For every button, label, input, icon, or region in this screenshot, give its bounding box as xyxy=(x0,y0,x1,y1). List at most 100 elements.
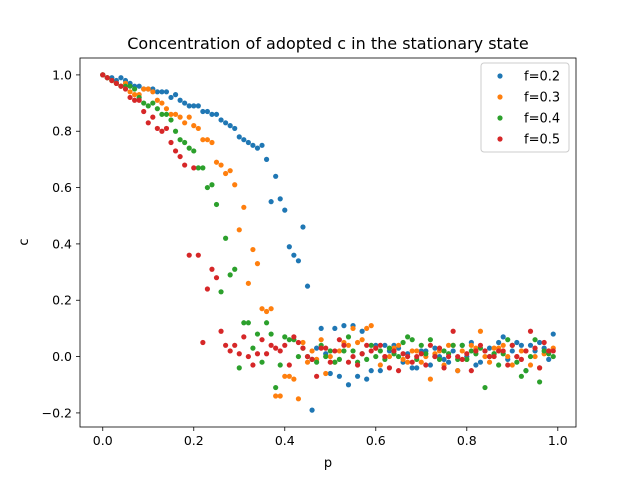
data-point xyxy=(150,100,156,106)
data-point xyxy=(509,348,515,354)
data-point xyxy=(505,362,511,368)
data-point xyxy=(491,353,497,360)
data-point xyxy=(350,348,356,354)
data-point xyxy=(541,339,547,346)
data-point xyxy=(550,353,556,360)
legend-label: f=0.2 xyxy=(524,70,560,85)
data-point xyxy=(154,97,160,103)
data-point xyxy=(427,362,433,368)
data-point xyxy=(277,348,283,354)
data-point xyxy=(168,94,174,101)
data-point xyxy=(514,339,520,346)
data-point xyxy=(486,359,493,365)
y-axis-ticks: −0.2 0.0 0.2 0.4 0.6 0.8 1.0 xyxy=(42,67,80,420)
data-point xyxy=(172,111,179,117)
data-point xyxy=(282,373,288,379)
data-point xyxy=(486,353,493,360)
data-point xyxy=(523,348,529,354)
data-point xyxy=(172,92,179,98)
data-point xyxy=(227,168,233,174)
data-point xyxy=(295,396,302,402)
data-point xyxy=(414,353,420,360)
data-point xyxy=(455,353,461,360)
data-point xyxy=(359,328,365,334)
legend-box xyxy=(480,62,570,153)
data-point xyxy=(354,362,361,368)
data-point xyxy=(300,339,306,346)
data-point xyxy=(336,356,342,362)
legend-marker xyxy=(497,73,503,79)
legend: f=0.2 f=0.3 f=0.4 f=0.5 xyxy=(480,62,570,153)
data-point xyxy=(118,83,124,89)
data-point xyxy=(259,337,265,343)
data-point xyxy=(209,182,215,188)
data-point xyxy=(182,139,188,146)
data-point xyxy=(414,348,420,354)
data-point xyxy=(241,204,247,210)
data-point xyxy=(204,108,211,115)
data-point xyxy=(405,334,411,340)
data-point xyxy=(436,356,443,362)
data-point xyxy=(482,353,488,360)
data-point xyxy=(427,376,433,382)
data-point xyxy=(405,359,411,365)
data-point xyxy=(368,323,374,329)
data-point xyxy=(141,86,147,92)
data-point xyxy=(177,153,183,160)
data-point xyxy=(127,94,133,101)
data-point xyxy=(200,108,206,115)
data-point xyxy=(132,97,138,103)
data-point xyxy=(354,373,361,379)
data-point xyxy=(268,199,274,205)
data-point xyxy=(232,266,238,272)
data-point xyxy=(537,365,543,371)
data-point xyxy=(159,128,165,134)
data-point xyxy=(172,148,179,154)
data-point xyxy=(546,356,552,362)
y-axis-label: c xyxy=(17,238,32,245)
data-point xyxy=(250,246,256,253)
data-point xyxy=(291,334,297,340)
data-point xyxy=(286,362,292,368)
data-point xyxy=(368,368,374,374)
data-point xyxy=(546,348,552,354)
data-point xyxy=(395,342,402,348)
data-point xyxy=(496,339,502,346)
data-point xyxy=(423,362,429,368)
data-point xyxy=(168,117,174,123)
data-point xyxy=(323,370,329,377)
data-point xyxy=(409,365,415,371)
y-tick-label: 0.6 xyxy=(52,180,72,195)
data-point xyxy=(332,325,338,332)
data-point xyxy=(204,137,211,143)
series-4 xyxy=(100,72,556,379)
data-point xyxy=(195,252,201,258)
data-point xyxy=(209,266,215,272)
data-point xyxy=(186,114,192,120)
data-point xyxy=(273,384,279,391)
x-tick-label: 1.0 xyxy=(548,433,568,448)
data-point xyxy=(263,156,270,162)
data-point xyxy=(445,359,452,365)
data-point xyxy=(177,137,183,143)
data-point xyxy=(468,348,474,354)
data-point xyxy=(509,342,515,348)
data-point xyxy=(464,356,470,362)
data-point xyxy=(445,353,452,360)
data-point xyxy=(200,339,206,346)
data-point xyxy=(227,348,233,354)
data-point xyxy=(332,359,338,365)
data-point xyxy=(341,323,347,329)
data-point xyxy=(177,97,183,103)
data-point xyxy=(141,108,147,115)
data-point xyxy=(154,125,160,132)
data-point xyxy=(518,342,524,348)
legend-label: f=0.3 xyxy=(524,91,560,106)
data-point xyxy=(537,339,543,346)
data-point xyxy=(482,348,488,354)
data-point xyxy=(213,201,220,208)
data-point xyxy=(168,111,174,117)
data-point xyxy=(354,339,361,346)
y-tick-label: 0.0 xyxy=(52,349,72,364)
data-point xyxy=(359,351,365,357)
